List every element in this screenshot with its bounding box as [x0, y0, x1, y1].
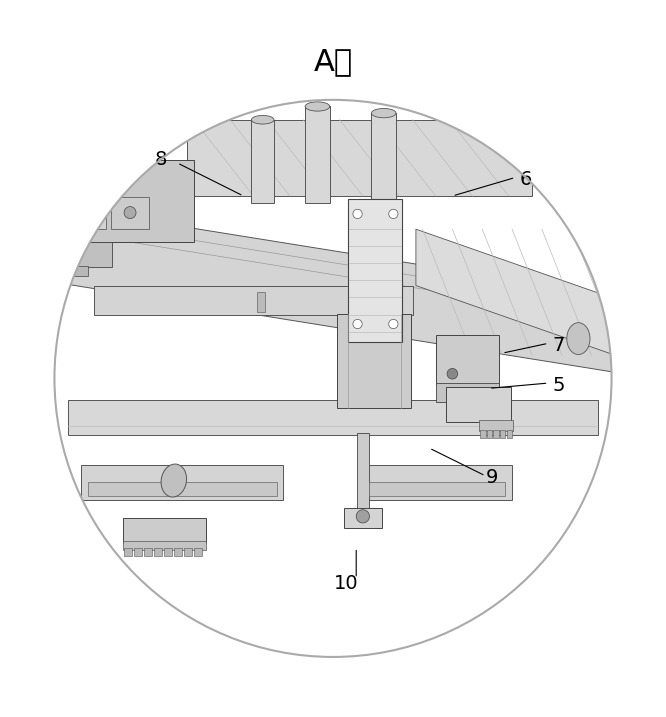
Circle shape: [81, 206, 93, 219]
Polygon shape: [372, 113, 396, 203]
Circle shape: [353, 319, 362, 328]
Polygon shape: [55, 206, 611, 371]
Polygon shape: [487, 430, 492, 438]
Polygon shape: [58, 249, 75, 262]
Polygon shape: [363, 465, 512, 500]
Polygon shape: [348, 199, 402, 342]
Polygon shape: [174, 549, 182, 556]
Polygon shape: [81, 465, 283, 500]
Text: 7: 7: [552, 336, 565, 355]
Polygon shape: [184, 549, 192, 556]
Circle shape: [353, 209, 362, 219]
Polygon shape: [134, 549, 142, 556]
Circle shape: [389, 319, 398, 328]
Polygon shape: [446, 387, 511, 422]
Polygon shape: [88, 482, 276, 496]
Polygon shape: [370, 482, 505, 496]
Circle shape: [447, 369, 458, 379]
Circle shape: [356, 510, 370, 523]
Polygon shape: [58, 216, 75, 229]
Polygon shape: [256, 293, 264, 312]
Ellipse shape: [161, 464, 186, 497]
Polygon shape: [154, 549, 162, 556]
Polygon shape: [58, 232, 75, 246]
Text: 10: 10: [334, 574, 358, 594]
Ellipse shape: [252, 115, 274, 124]
Polygon shape: [123, 541, 206, 549]
Polygon shape: [61, 266, 88, 275]
Polygon shape: [68, 197, 106, 229]
Polygon shape: [252, 120, 274, 203]
Polygon shape: [480, 430, 486, 438]
Polygon shape: [187, 120, 532, 196]
Polygon shape: [68, 400, 598, 435]
Polygon shape: [305, 107, 330, 203]
Polygon shape: [494, 430, 499, 438]
Polygon shape: [416, 229, 615, 355]
Polygon shape: [124, 549, 132, 556]
Polygon shape: [95, 286, 412, 315]
Polygon shape: [111, 197, 149, 229]
Polygon shape: [344, 508, 382, 528]
Circle shape: [124, 206, 136, 219]
Polygon shape: [507, 430, 512, 438]
Text: 9: 9: [486, 468, 498, 488]
Text: 5: 5: [552, 376, 565, 394]
Ellipse shape: [567, 323, 590, 354]
Ellipse shape: [372, 108, 396, 118]
Polygon shape: [61, 160, 194, 242]
Ellipse shape: [305, 102, 330, 111]
Polygon shape: [337, 314, 412, 408]
Text: 8: 8: [155, 150, 166, 169]
Polygon shape: [357, 434, 369, 510]
Polygon shape: [63, 242, 112, 267]
Polygon shape: [436, 336, 499, 385]
Circle shape: [389, 209, 398, 219]
Polygon shape: [144, 549, 152, 556]
Polygon shape: [479, 419, 513, 432]
Polygon shape: [164, 549, 172, 556]
Polygon shape: [194, 549, 202, 556]
Polygon shape: [123, 518, 206, 543]
Polygon shape: [436, 383, 499, 402]
Text: 6: 6: [519, 170, 531, 189]
Polygon shape: [500, 430, 505, 438]
Text: A部: A部: [314, 47, 352, 76]
